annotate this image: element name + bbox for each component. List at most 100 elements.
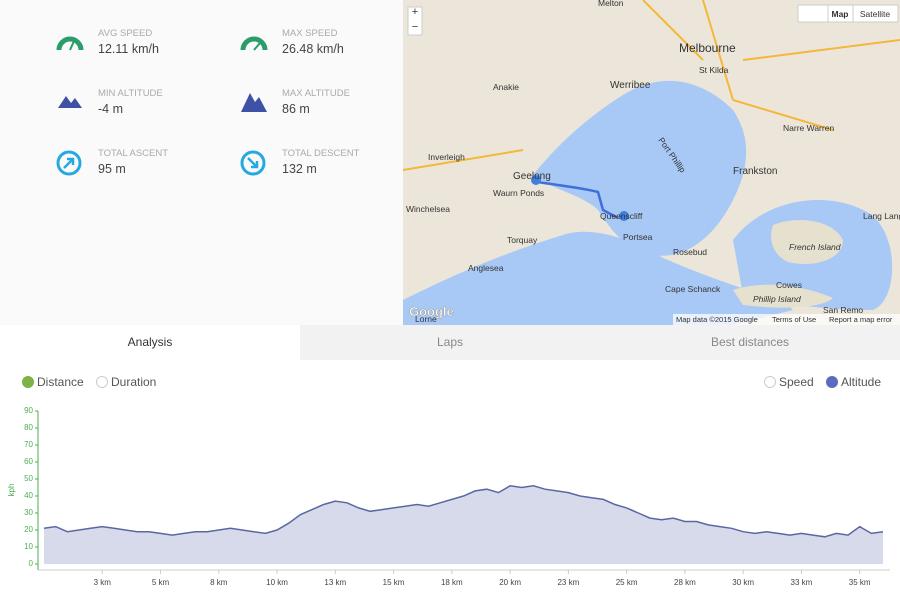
map-label: Lang Lang — [863, 211, 900, 221]
toggle[interactable]: Speed — [764, 375, 814, 389]
x-tick-label: 13 km — [324, 578, 346, 587]
toggle[interactable]: Duration — [96, 375, 156, 389]
chart: kph 0 10 20 30 40 50 60 70 80 90 3 km 5 km 8 km 10 km… — [7, 406, 890, 587]
area — [44, 485, 883, 564]
stat-label: MIN ALTITUDE — [98, 88, 163, 99]
stat: MAX SPEED 26.48 km/h — [240, 28, 420, 68]
stat: AVG SPEED 12.11 km/h — [56, 28, 236, 68]
map-label: Geelong — [513, 171, 551, 182]
icon — [240, 36, 268, 51]
map-label: Melton — [598, 0, 624, 8]
stat: TOTAL ASCENT 95 m — [56, 148, 236, 188]
map-label: Frankston — [733, 166, 777, 177]
map-button-label[interactable]: Map — [832, 9, 849, 19]
map-label: Portsea — [623, 232, 653, 242]
fullscreen[interactable] — [797, 4, 829, 23]
toggle-label: Speed — [779, 375, 814, 389]
map-footer[interactable]: Report a map error — [829, 315, 893, 324]
map-label: St Kilda — [699, 65, 729, 75]
y-tick-label: 90 — [24, 406, 33, 415]
icon — [240, 150, 266, 176]
stat-value: -4 m — [98, 102, 123, 116]
x-tick-label: 3 km — [94, 578, 112, 587]
x-tick-label: 35 km — [849, 578, 871, 587]
stat-label: TOTAL DESCENT — [282, 148, 360, 159]
x-tick-label: 25 km — [616, 578, 638, 587]
map-footer: Map data ©2015 Google — [676, 315, 758, 324]
toggle-label: Duration — [111, 375, 157, 389]
map-label: French Island — [789, 242, 841, 252]
x-tick-label: 8 km — [210, 578, 228, 587]
stat-label: TOTAL ASCENT — [98, 148, 169, 159]
stat-value: 12.11 km/h — [98, 42, 159, 56]
stat-label: MAX SPEED — [282, 28, 338, 39]
x-tick-label: 10 km — [266, 578, 288, 587]
y-tick-label: 40 — [24, 491, 33, 500]
icon — [56, 150, 82, 176]
toggle-label: Distance — [37, 375, 84, 389]
y-tick-label: 0 — [29, 559, 34, 568]
stat: MIN ALTITUDE -4 m — [56, 88, 236, 128]
map-label: Melbourne — [679, 41, 736, 55]
stat-label: AVG SPEED — [98, 28, 153, 39]
y-tick-label: 20 — [24, 525, 33, 534]
map-label: Anglesea — [468, 263, 504, 273]
map-label: Queenscliff — [600, 211, 643, 221]
stat-value: 26.48 km/h — [282, 42, 344, 56]
x-tick-label: 5 km — [152, 578, 170, 587]
tab[interactable]: Best distances — [600, 325, 900, 360]
map-label: Rosebud — [673, 247, 707, 257]
x-tick-label: 30 km — [732, 578, 754, 587]
x-tick-label: 23 km — [557, 578, 579, 587]
y-tick-label: 80 — [24, 423, 33, 432]
toggle-label: Altitude — [841, 375, 882, 389]
x-tick-label: 15 km — [383, 578, 405, 587]
map-label: Phillip Island — [753, 294, 801, 304]
tab[interactable]: Laps — [300, 325, 600, 360]
zoom-control[interactable] — [407, 6, 423, 36]
tabs: Analysis Laps Best distances — [0, 325, 900, 360]
map-label: Waurn Ponds — [493, 188, 544, 198]
map-footer[interactable]: Terms of Use — [772, 315, 816, 324]
satellite-button-label[interactable]: Satellite — [860, 9, 891, 19]
map-label: Werribee — [610, 80, 651, 91]
x-tick-label: 18 km — [441, 578, 463, 587]
icon — [58, 96, 82, 108]
x-tick-label: 28 km — [674, 578, 696, 587]
map-label: San Remo — [823, 305, 863, 315]
stat-value: 86 m — [282, 102, 310, 116]
stats-panel: AVG SPEED 12.11 km/h MAX SPEED 26.48 km/… — [0, 0, 403, 325]
map-label: Torquay — [507, 235, 538, 245]
y-tick-label: 30 — [24, 508, 33, 517]
map-label: Winchelsea — [406, 204, 450, 214]
map-label: Narre Warren — [783, 123, 834, 133]
tab[interactable]: Analysis — [0, 325, 300, 360]
stat: TOTAL DESCENT 132 m — [240, 148, 420, 188]
stat-value: 95 m — [98, 162, 126, 176]
zoom-in[interactable]: + — [412, 6, 418, 18]
toggle[interactable]: Altitude — [826, 375, 881, 389]
line — [43, 485, 884, 538]
x-tick-label: 20 km — [499, 578, 521, 587]
map[interactable]: Melton Melbourne St Kilda Werribee Anaki… — [403, 0, 900, 325]
map-label: Inverleigh — [428, 152, 465, 162]
y-tick-label: 50 — [24, 474, 33, 483]
icon — [241, 93, 267, 112]
y-tick-label: 70 — [24, 440, 33, 449]
satellite-button[interactable] — [852, 4, 899, 23]
stat: MAX ALTITUDE 86 m — [240, 88, 420, 128]
x-tick-label: 33 km — [791, 578, 813, 587]
y-tick-label: 10 — [24, 542, 33, 551]
stat-value: 132 m — [282, 162, 317, 176]
zoom-out[interactable]: − — [412, 21, 418, 33]
map-label: Cape Schanck — [665, 284, 721, 294]
map-label: Anakie — [493, 82, 519, 92]
y-tick-label: 60 — [24, 457, 33, 466]
stat-label: MAX ALTITUDE — [282, 88, 350, 99]
map-label: Lorne — [415, 314, 437, 324]
y-axis-label: kph — [7, 484, 16, 497]
map-label: Cowes — [776, 280, 802, 290]
toggle[interactable]: Distance — [22, 375, 84, 389]
google-logo: Google — [409, 304, 454, 319]
